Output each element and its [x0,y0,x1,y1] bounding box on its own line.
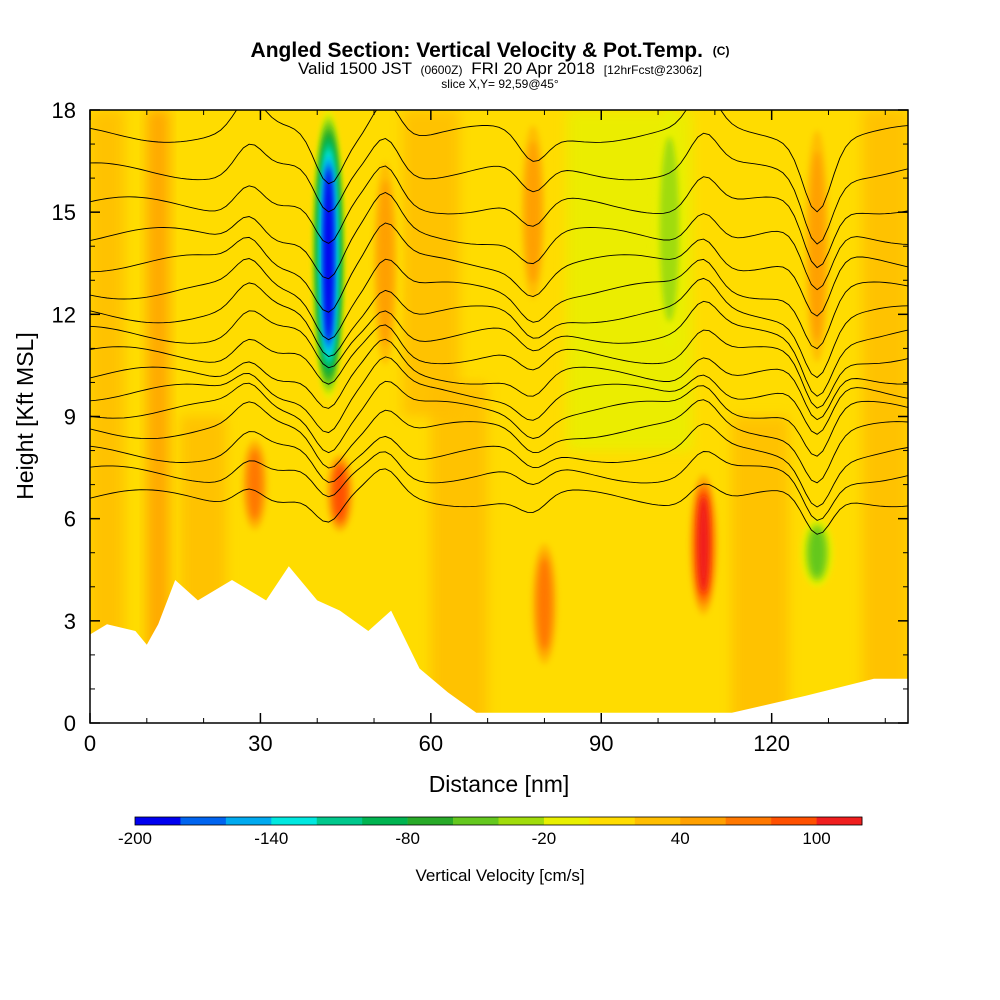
y-tick-label-1: 3 [64,609,76,634]
y-tick-label-2: 6 [64,507,76,532]
colorbar-swatch-5 [362,817,408,825]
field-feature-4 [238,433,271,536]
chart-title: Angled Section: Vertical Velocity & Pot.… [251,39,730,62]
theta-contour-6 [90,338,908,421]
x-tick-label-4: 120 [753,731,790,756]
colorbar-swatch-0 [135,817,181,825]
field-band-3 [430,382,488,723]
theta-contour-8 [90,300,908,397]
field-feature-6 [517,110,549,315]
field-feature-9 [801,518,834,587]
theta-contour-9 [90,277,908,379]
theta-contour-0 [90,468,908,535]
colorbar-swatch-2 [225,817,272,825]
colorbar-tick-label-0: -200 [118,829,152,848]
colorbar-swatch-9 [543,817,590,825]
chart-subtitle: Valid 1500 JST (0600Z) FRI 20 Apr 2018 [… [298,59,702,78]
y-tick-label-3: 9 [64,405,76,430]
y-tick-label-6: 18 [52,98,76,123]
field-feature-5 [369,144,402,383]
field-band-7 [402,110,460,417]
colorbar-swatch-1 [180,817,227,825]
colorbar-swatch-6 [407,817,454,825]
axes: 0 30 60 90 120 0 3 6 9 12 15 18 [52,98,908,756]
y-tick-label-5: 15 [52,200,76,225]
colorbar-swatch-12 [680,817,726,825]
terrain-mask [90,566,908,723]
colorbar-swatch-3 [271,817,318,825]
field-feature-7 [801,110,834,383]
theta-contour-2 [90,423,908,508]
colorbar-swatch-8 [498,817,545,825]
x-tick-label-0: 0 [84,731,96,756]
colorbar-swatch-11 [634,817,681,825]
theta-contour-13 [90,165,908,269]
field-band-1 [146,110,170,723]
theta-contour-10 [90,258,908,350]
theta-contour-15 [90,110,908,213]
field-feature-2 [324,450,356,536]
x-axis-label: Distance [nm] [429,771,570,797]
colorbar-tick-label-3: -20 [532,829,557,848]
pot-temp-contours [90,110,908,535]
theta-contour-11 [90,222,908,317]
colorbar-tick-label-4: 40 [671,829,690,848]
field-feature-8 [653,110,686,349]
colorbar-swatch-7 [453,817,499,825]
colorbar-swatch-10 [589,817,636,825]
y-tick-label-4: 12 [52,302,76,327]
field-band-5 [731,416,789,723]
colorbar-swatch-14 [771,817,817,825]
theta-contour-14 [90,132,908,245]
colorbar: -200 -140 -80 -20 40 100 [118,816,863,848]
chart-slice-label: slice X,Y= 92,59@45° [441,77,559,91]
theta-contour-5 [90,356,908,435]
theta-contour-3 [90,399,908,484]
colorbar-tick-label-1: -140 [254,829,288,848]
theta-contour-4 [90,380,908,457]
colorbar-swatch-15 [816,817,863,825]
field-feature-0 [312,110,345,400]
colorbar-frame [134,816,863,826]
field-feature-1 [687,467,720,621]
plot-area [90,110,908,723]
theta-contour-12 [90,191,908,291]
y-axis-label: Height [Kft MSL] [12,332,38,499]
colorbar-tick-label-2: -80 [395,829,420,848]
x-tick-label-1: 30 [248,731,272,756]
colorbar-tick-label-5: 100 [802,829,830,848]
y-tick-label-0: 0 [64,711,76,736]
colorbar-swatch-4 [316,817,363,825]
theta-contour-1 [90,451,908,521]
x-tick-label-3: 90 [589,731,613,756]
colorbar-swatch-13 [725,817,772,825]
theta-contour-7 [90,324,908,409]
field-feature-3 [528,535,561,672]
x-tick-label-2: 60 [419,731,443,756]
colorbar-label: Vertical Velocity [cm/s] [415,866,584,885]
